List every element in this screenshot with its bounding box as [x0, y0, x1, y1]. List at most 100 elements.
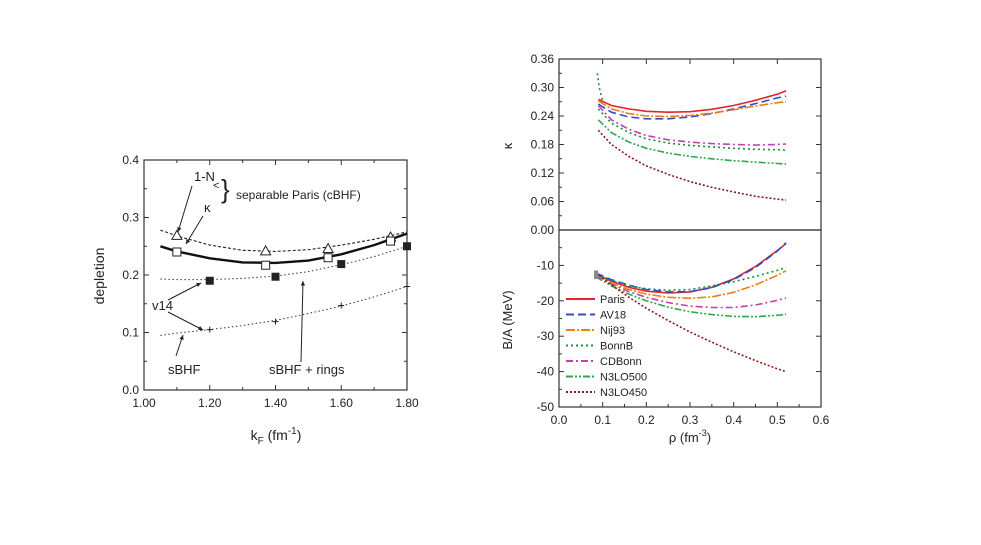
left-series-line — [160, 245, 408, 281]
ba-x-tick-label: 0.2 — [638, 413, 655, 427]
ba-plot-frame — [558, 229, 822, 408]
left-y-tick-label: 0.4 — [122, 153, 139, 167]
arrow-v14-b — [167, 311, 204, 331]
ba-series-paris — [595, 242, 787, 294]
ba-x-axis-label: ρ (fm-3) — [669, 428, 711, 445]
left-x-tick-label: 1.60 — [330, 396, 354, 410]
filled-square-marker — [337, 260, 346, 269]
arrow-kappa-head — [186, 239, 191, 244]
annotation-brace: } — [221, 174, 230, 204]
kappa-y-tick-label: 0.18 — [531, 138, 555, 152]
triangle-marker — [171, 229, 183, 240]
ba-x-tick-label: 0.4 — [725, 413, 742, 427]
annotation-sbhf: sBHF — [168, 362, 201, 377]
kappa-y-tick-label: 0.30 — [531, 81, 555, 95]
kappa-series-bonnb — [597, 108, 787, 151]
kappa-series-n3lo450 — [597, 129, 787, 201]
left-x-tick-label: 1.40 — [264, 396, 288, 410]
filled-square-marker — [403, 242, 411, 251]
left-x-tick-label: 1.20 — [198, 396, 222, 410]
kappa-series-cdbonn — [597, 104, 787, 146]
kappa-y-axis-label: κ — [500, 142, 515, 149]
kappa-series-paris — [597, 90, 787, 114]
legend-label-av18: AV18 — [600, 310, 626, 322]
open-square-marker — [386, 236, 396, 246]
left-chart: 1.00 1.20 1.40 1.60 1.80 0.0 0.1 0.2 0.3 0.4 deple… — [91, 153, 419, 447]
arrow-sbhf-rings — [300, 280, 304, 363]
kappa-series-bonnb-tail — [596, 73, 604, 102]
left-x-axis-label: kF (fm-1) — [251, 426, 302, 447]
left-y-tick-label: 0.1 — [122, 326, 139, 340]
arrow-v14-a — [167, 282, 202, 301]
arrow-1-n — [177, 185, 193, 233]
ba-y-tick-label: -50 — [537, 400, 555, 414]
ba-series-n3lo500 — [595, 276, 787, 318]
filled-square-marker — [271, 272, 280, 281]
left-series-line — [160, 232, 408, 265]
ba-series-av18 — [595, 242, 787, 293]
legend-label-n3lo500: N3LO500 — [600, 372, 647, 384]
annotation-v14: v14 — [152, 298, 173, 313]
ba-y-tick-label: -30 — [537, 329, 555, 343]
ba-y-axis-label: B/A (MeV) — [500, 290, 515, 349]
arrow-v14-b-head — [198, 326, 203, 330]
open-square-marker — [261, 260, 271, 270]
kappa-y-tick-label: 0.06 — [531, 195, 555, 209]
annotation-sbhf-rings: sBHF + rings — [269, 362, 345, 377]
arrow-sbhf-head — [179, 335, 184, 340]
arrow-v14-a-head — [196, 283, 201, 287]
legend-label-nij93: Nij93 — [600, 325, 625, 337]
ba-y-tick-label: -40 — [537, 365, 555, 379]
triangle-marker — [259, 244, 272, 256]
open-square-marker — [172, 247, 182, 257]
ba-y-tick-label: -20 — [537, 294, 555, 308]
annotation-less-than: < — [213, 180, 219, 192]
ba-x-tick-label: 0.5 — [769, 413, 786, 427]
ba-x-tick-label: 0.1 — [594, 413, 611, 427]
triangle-marker — [322, 242, 334, 254]
annotation-kappa: κ — [204, 200, 211, 215]
kappa-series-n3lo500 — [597, 119, 787, 165]
left-series-line — [160, 229, 408, 252]
left-y-tick-label: 0.2 — [122, 268, 139, 282]
ba-x-tick-label: 0.0 — [551, 413, 568, 427]
kappa-series-av18 — [597, 95, 787, 120]
ba-series-n3lo450 — [595, 271, 787, 373]
right-top-chart: 0.00 0.06 0.12 0.18 0.24 0.30 0.36 κ — [500, 52, 822, 237]
ba-legend: Paris AV18 Nij93 BonnB CDBonn N3LO500 N3LO450 — [566, 294, 647, 399]
plus-marker — [338, 302, 345, 309]
ba-x-tick-label: 0.6 — [813, 413, 830, 427]
ba-x-tick-label: 0.3 — [682, 413, 699, 427]
annotation-1-n: 1-N — [194, 169, 215, 184]
arrow-kappa — [185, 215, 204, 245]
kappa-y-tick-label: 0.00 — [531, 223, 555, 237]
annotation-separable-paris: separable Paris (cBHF) — [236, 188, 361, 202]
legend-label-n3lo450: N3LO450 — [600, 387, 647, 399]
arrow-sbhf-rings-head — [300, 281, 306, 286]
arrow-1-n-head — [177, 227, 182, 232]
legend-label-paris: Paris — [600, 294, 626, 306]
left-x-tick-label: 1.80 — [395, 396, 419, 410]
right-bottom-chart: -50 -40 -30 -20 -10 0.0 0.1 0.2 0.3 0.4 0.5 0.6 B/A … — [500, 229, 830, 445]
left-series-line — [160, 286, 408, 336]
kappa-y-tick-label: 0.36 — [531, 52, 555, 66]
kappa-series-nij93 — [597, 100, 787, 118]
plus-marker — [272, 318, 279, 325]
left-y-axis-label: depletion — [91, 248, 107, 305]
ba-start-marker — [594, 275, 599, 280]
ba-series-bonnb — [595, 266, 787, 292]
legend-label-cdbonn: CDBonn — [600, 356, 642, 368]
ba-y-tick-label: -10 — [537, 258, 555, 272]
kappa-y-tick-label: 0.24 — [531, 109, 555, 123]
ba-start-marker — [594, 270, 599, 275]
plus-marker — [206, 326, 213, 333]
ba-series-cdbonn — [595, 275, 787, 309]
legend-label-bonnb: BonnB — [600, 341, 633, 353]
ba-series-nij93 — [595, 269, 787, 300]
left-x-tick-label: 1.00 — [132, 396, 156, 410]
left-y-tick-label: 0.3 — [122, 211, 139, 225]
open-square-marker — [323, 253, 333, 263]
plus-marker — [404, 283, 410, 290]
kappa-y-tick-label: 0.12 — [531, 166, 555, 180]
filled-square-marker — [205, 276, 214, 285]
